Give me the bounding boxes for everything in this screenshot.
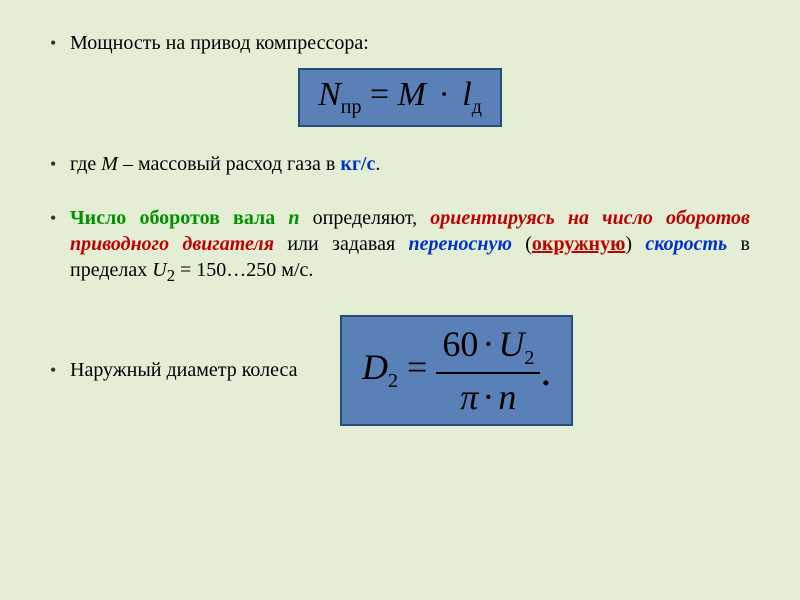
f2-D-sub: 2 (388, 370, 398, 392)
b3-h: ) (625, 233, 645, 255)
b3-k2: 2 (167, 266, 175, 285)
b3-d: или задавая (274, 233, 408, 255)
f1-M: M (398, 76, 426, 113)
bullet-marker: • (50, 205, 70, 231)
bullet-1-text: Мощность на привод компрессора: (70, 30, 750, 56)
f2-den: π·n (436, 374, 540, 418)
bullet-2: • где M – массовый расход газа в кг/с. (50, 151, 750, 177)
b3-l: = 150…250 м/с. (175, 259, 313, 281)
bullet-2-text: где M – массовый расход газа в кг/с. (70, 151, 750, 177)
f2-dot2: · (478, 377, 498, 417)
f2-dot1: · (478, 324, 498, 364)
formula-1-box: Nпр = M · lд (298, 68, 502, 127)
bullet-4-row: • Наружный диаметр колеса D2 = 60·U2π·n. (50, 315, 750, 426)
bullet-marker: • (50, 357, 70, 383)
f2-end: . (540, 346, 551, 395)
f1-N-sub: пр (341, 96, 362, 118)
b3-b: определяют, (300, 207, 431, 229)
formula-2-box: D2 = 60·U2π·n. (340, 315, 573, 426)
bullet-marker: • (50, 151, 70, 177)
bullet-4: • Наружный диаметр колеса (50, 357, 310, 383)
bullet-marker: • (50, 30, 70, 56)
bullet-1: • Мощность на привод компрессора: (50, 30, 750, 56)
formula-1: Nпр = M · lд (318, 76, 482, 113)
f2-D: D (362, 347, 388, 387)
b3-e: переносную (408, 233, 511, 255)
f2-pi: π (460, 377, 478, 417)
formula-2-wrap: D2 = 60·U2π·n. (340, 315, 573, 426)
b3-g: окружную (532, 233, 625, 255)
b2-M: M (101, 153, 118, 175)
bullet-3: • Число оборотов вала n определяют, орие… (50, 205, 750, 289)
f1-l: l (462, 76, 471, 113)
f2-U-sub: 2 (524, 347, 534, 369)
f2-frac: 60·U2π·n (436, 323, 540, 418)
b2-end: . (375, 153, 380, 175)
bullet-3-text: Число оборотов вала n определяют, ориент… (70, 205, 750, 289)
b3-n: n (288, 207, 299, 229)
b3-a: Число оборотов вала (70, 207, 288, 229)
f2-n: n (498, 377, 516, 417)
b2-unit: кг/с (340, 153, 375, 175)
b3-f: ( (512, 233, 532, 255)
f1-l-sub: д (472, 96, 482, 118)
f1-N: N (318, 76, 341, 113)
b2-post: – массовый расход газа в (118, 153, 340, 175)
b2-pre: где (70, 153, 101, 175)
f2-num: 60·U2 (436, 323, 540, 374)
f2-eq: = (398, 347, 436, 387)
f1-eq: = (361, 76, 397, 113)
f1-dot: · (426, 76, 462, 113)
f2-U: U (498, 324, 524, 364)
formula-1-wrap: Nпр = M · lд (50, 68, 750, 127)
formula-2: D2 = 60·U2π·n. (362, 347, 551, 387)
b3-i: скорость (645, 233, 727, 255)
b3-k: U (152, 259, 166, 281)
bullet-4-text: Наружный диаметр колеса (70, 357, 310, 383)
f2-60: 60 (442, 324, 478, 364)
